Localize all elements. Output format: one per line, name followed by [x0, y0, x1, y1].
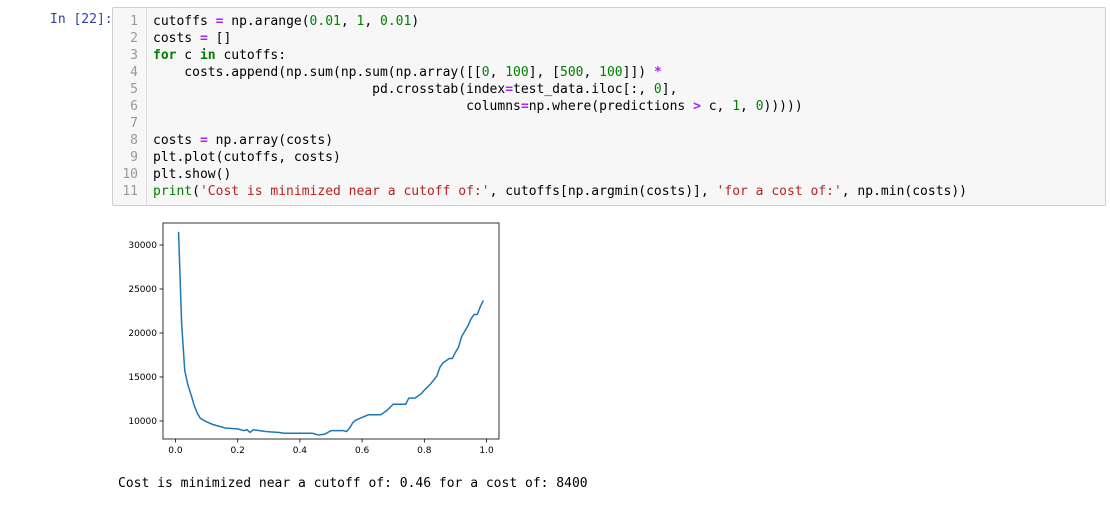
x-tick-label: 0.6 [355, 446, 370, 456]
code-text: costs = [] [153, 31, 232, 46]
x-tick-label: 1.0 [479, 446, 494, 456]
line-number-gutter [113, 8, 147, 205]
line-number: 1 [130, 14, 138, 29]
line-number: 7 [130, 116, 138, 131]
code-text: print('Cost is minimized near a cutoff o… [153, 184, 968, 199]
line-number: 2 [130, 31, 138, 46]
y-tick-label: 30000 [128, 241, 157, 251]
plot-frame [162, 222, 500, 440]
code-text: costs = np.array(costs) [153, 133, 334, 148]
line-number: 10 [122, 167, 138, 182]
code-cell[interactable]: 1 cutoffs = np.arange(0.01, 1, 0.01) 2 cost… [112, 7, 1106, 206]
y-tick-label: 15000 [128, 373, 157, 383]
line-number: 9 [130, 150, 138, 165]
x-tick-label: 0.2 [231, 446, 245, 456]
code-text: cutoffs = np.arange(0.01, 1, 0.01) [153, 14, 420, 29]
y-tick-label: 10000 [128, 417, 157, 427]
y-tick-label: 20000 [128, 329, 157, 339]
line-number: 3 [130, 48, 138, 63]
y-tick-label: 25000 [128, 285, 157, 295]
code-text: plt.plot(cutoffs, costs) [153, 150, 341, 165]
y-axis: 10000 15000 20000 25000 30000 [128, 241, 163, 427]
code-text: pd.crosstab(index=test_data.iloc[:, 0], [153, 82, 678, 97]
code-text: costs.append(np.sum(np.sum(np.array([[0,… [153, 65, 662, 80]
line-number: 6 [130, 99, 138, 114]
line-number: 8 [130, 133, 138, 148]
x-axis: 0.0 0.2 0.4 0.6 0.8 1.0 [168, 439, 494, 456]
code-text: for c in cutoffs: [153, 48, 287, 63]
stdout-output: Cost is minimized near a cutoff of: 0.46… [118, 476, 588, 491]
code-text: columns=np.where(predictions > c, 1, 0))… [153, 99, 803, 114]
x-tick-label: 0.8 [417, 446, 432, 456]
cell-prompt: In [22]: [50, 12, 113, 27]
cost-series-line [177, 231, 485, 436]
line-number: 5 [130, 82, 138, 97]
line-number: 4 [130, 65, 138, 80]
x-tick-label: 0.4 [293, 446, 308, 456]
code-text: plt.show() [153, 167, 232, 182]
plot-output: 10000 15000 20000 25000 30000 0.0 0.2 0.4 0.6 0.… [117, 220, 507, 469]
line-number: 11 [122, 184, 138, 199]
x-tick-label: 0.0 [168, 446, 183, 456]
